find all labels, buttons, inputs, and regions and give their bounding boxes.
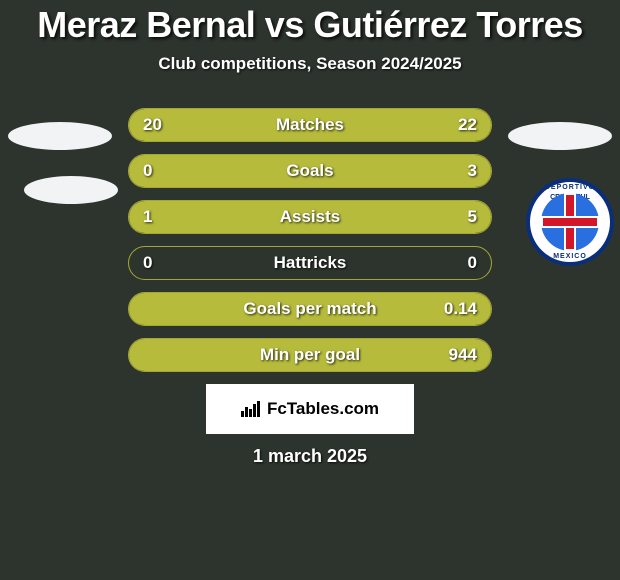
brand-text: FcTables.com xyxy=(267,399,379,419)
stat-row: 0Goals3 xyxy=(128,154,492,188)
stat-value-right: 22 xyxy=(458,109,477,141)
player1-club-placeholder-2 xyxy=(24,176,118,204)
logo-text-top: DEPORTIVO xyxy=(530,184,610,191)
stat-label: Goals xyxy=(129,155,491,187)
subtitle: Club competitions, Season 2024/2025 xyxy=(0,54,620,74)
brand-badge[interactable]: FcTables.com xyxy=(206,384,414,434)
stat-label: Assists xyxy=(129,201,491,233)
stat-label: Matches xyxy=(129,109,491,141)
stat-row: Goals per match0.14 xyxy=(128,292,492,326)
player2-club-placeholder-1 xyxy=(508,122,612,150)
logo-text-bot: MEXICO xyxy=(530,253,610,260)
brand-chart-icon xyxy=(241,401,263,417)
stat-value-right: 5 xyxy=(468,201,477,233)
stat-value-right: 0.14 xyxy=(444,293,477,325)
cruz-azul-logo: DEPORTIVO CRUZ AZUL MEXICO xyxy=(526,178,614,266)
stat-value-right: 944 xyxy=(449,339,477,371)
stat-row: 1Assists5 xyxy=(128,200,492,234)
stat-label: Min per goal xyxy=(129,339,491,371)
stat-value-right: 0 xyxy=(468,247,477,279)
stat-label: Hattricks xyxy=(129,247,491,279)
page-title: Meraz Bernal vs Gutiérrez Torres xyxy=(0,4,620,46)
logo-cross-horizontal xyxy=(541,216,599,228)
date-label: 1 march 2025 xyxy=(0,446,620,467)
stat-row: 20Matches22 xyxy=(128,108,492,142)
logo-inner-circle xyxy=(541,193,599,251)
stat-row: Min per goal944 xyxy=(128,338,492,372)
stat-value-right: 3 xyxy=(468,155,477,187)
stat-label: Goals per match xyxy=(129,293,491,325)
player1-club-placeholder-1 xyxy=(8,122,112,150)
stat-row: 0Hattricks0 xyxy=(128,246,492,280)
stats-container: 20Matches220Goals31Assists50Hattricks0Go… xyxy=(128,108,492,372)
